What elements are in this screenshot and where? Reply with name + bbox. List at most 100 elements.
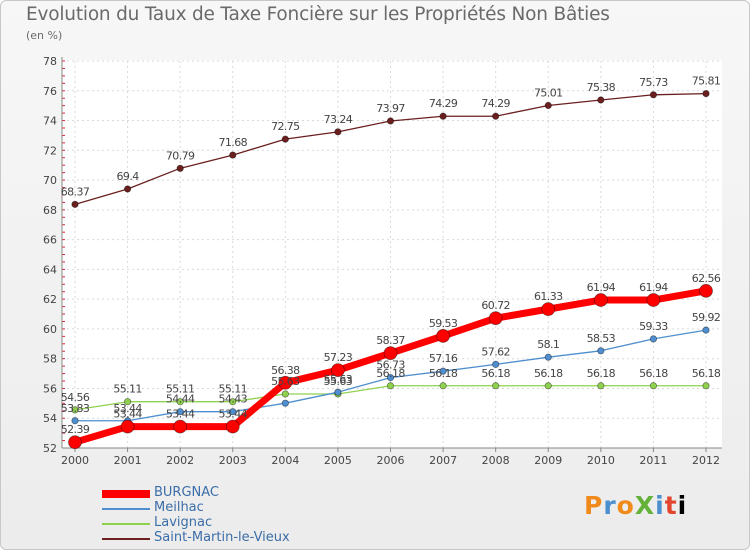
y-tick-label: 56 xyxy=(43,382,57,395)
x-tick-label: 2012 xyxy=(692,454,720,467)
data-label-burgnac: 53.44 xyxy=(113,408,142,421)
point-lavignac xyxy=(71,406,79,414)
data-label-meilhac: 53.44 xyxy=(113,402,142,415)
point-meilhac xyxy=(71,417,79,425)
data-label-meilhac: 58.53 xyxy=(587,332,616,345)
x-tick-label: 2009 xyxy=(534,454,562,467)
data-label-lavignac: 56.18 xyxy=(376,367,405,380)
point-saint-martin-le-vieux xyxy=(176,164,184,172)
legend-item-lavignac: Lavignac xyxy=(102,515,362,531)
data-label-lavignac: 56.18 xyxy=(639,367,668,380)
point-meilhac xyxy=(492,360,500,368)
data-label-lavignac: 55.11 xyxy=(166,383,195,396)
legend-label-burgnac: BURGNAC xyxy=(154,485,220,500)
data-label-saint-martin-le-vieux: 75.38 xyxy=(587,81,616,94)
data-label-saint-martin-le-vieux: 69.4 xyxy=(117,170,140,183)
point-lavignac xyxy=(281,390,289,398)
data-label-burgnac: 57.23 xyxy=(324,351,353,364)
data-label-meilhac: 57.16 xyxy=(429,352,458,365)
data-label-saint-martin-le-vieux: 74.29 xyxy=(429,97,458,110)
point-saint-martin-le-vieux xyxy=(386,117,395,125)
data-label-lavignac: 55.63 xyxy=(324,375,353,388)
chart-title: Evolution du Taux de Taxe Foncière sur l… xyxy=(26,4,610,25)
point-meilhac xyxy=(229,408,237,416)
data-label-meilhac: 56.73 xyxy=(376,359,405,372)
point-lavignac xyxy=(386,382,395,390)
point-burgnac xyxy=(331,363,345,378)
point-lavignac xyxy=(229,398,237,406)
data-label-lavignac: 55.11 xyxy=(113,383,142,396)
point-meilhac xyxy=(597,347,605,355)
legend-item-burgnac: BURGNAC xyxy=(102,485,362,501)
legend-swatch-meilhac xyxy=(102,508,150,510)
y-tick-label: 62 xyxy=(43,293,57,306)
y-tick-label: 70 xyxy=(43,174,57,187)
data-label-meilhac: 53.83 xyxy=(61,402,90,415)
point-lavignac xyxy=(176,398,184,406)
data-label-burgnac: 53.44 xyxy=(219,408,248,421)
logo-letter: r xyxy=(603,491,617,520)
legend-swatch-burgnac xyxy=(102,490,150,498)
point-meilhac xyxy=(176,408,184,416)
y-tick-label: 54 xyxy=(43,412,57,425)
point-saint-martin-le-vieux xyxy=(597,96,605,104)
point-saint-martin-le-vieux xyxy=(702,89,710,98)
x-tick-label: 2000 xyxy=(61,454,89,467)
proxiti-logo: ProXiti xyxy=(584,491,687,520)
data-label-burgnac: 58.37 xyxy=(376,334,405,347)
unit-label: (en %) xyxy=(26,29,63,42)
logo-letter: t xyxy=(664,491,678,520)
data-label-meilhac: 55.63 xyxy=(324,373,353,386)
x-tick-label: 2011 xyxy=(639,454,667,467)
data-label-burgnac: 61.94 xyxy=(639,281,668,294)
x-tick-label: 2005 xyxy=(324,454,352,467)
data-label-burgnac: 61.94 xyxy=(587,281,616,294)
point-saint-martin-le-vieux xyxy=(649,91,658,99)
data-label-meilhac: 57.62 xyxy=(481,345,510,358)
y-tick-label: 66 xyxy=(43,234,57,247)
data-label-lavignac: 56.18 xyxy=(481,367,510,380)
point-meilhac xyxy=(386,373,395,382)
point-burgnac xyxy=(699,283,713,298)
data-label-meilhac: 54.44 xyxy=(166,393,195,406)
x-tick-label: 2007 xyxy=(429,454,457,467)
y-tick-label: 78 xyxy=(43,55,57,68)
point-meilhac xyxy=(334,388,342,396)
data-label-saint-martin-le-vieux: 75.01 xyxy=(534,87,563,100)
point-burgnac xyxy=(646,293,661,307)
y-tick-label: 72 xyxy=(43,144,57,157)
point-saint-martin-le-vieux xyxy=(439,112,447,120)
legend-swatch-saint-martin-le-vieux xyxy=(102,538,150,540)
y-tick-label: 64 xyxy=(43,263,57,276)
point-saint-martin-le-vieux xyxy=(123,185,132,193)
y-tick-label: 58 xyxy=(43,353,57,366)
data-label-saint-martin-le-vieux: 73.24 xyxy=(324,113,353,126)
data-label-burgnac: 59.53 xyxy=(429,317,458,330)
point-burgnac xyxy=(593,293,608,307)
legend-swatch-lavignac xyxy=(102,523,150,525)
logo-letter: P xyxy=(584,491,604,520)
point-lavignac xyxy=(597,382,605,390)
data-label-saint-martin-le-vieux: 73.97 xyxy=(376,102,405,115)
legend-label-lavignac: Lavignac xyxy=(154,515,213,530)
point-burgnac xyxy=(68,435,82,450)
point-burgnac xyxy=(488,311,503,326)
data-label-burgnac: 62.56 xyxy=(692,272,721,285)
logo-letter: o xyxy=(616,491,635,520)
point-meilhac xyxy=(544,353,552,361)
data-label-lavignac: 56.18 xyxy=(587,367,616,380)
data-label-saint-martin-le-vieux: 71.68 xyxy=(219,136,248,149)
data-label-saint-martin-le-vieux: 75.73 xyxy=(639,76,668,89)
y-tick-label: 76 xyxy=(43,85,57,98)
legend-label-saint-martin-le-vieux: Saint-Martin-le-Vieux xyxy=(154,530,290,545)
point-burgnac xyxy=(225,419,240,434)
y-tick-label: 60 xyxy=(43,323,57,336)
point-lavignac xyxy=(544,382,552,390)
data-label-lavignac: 56.18 xyxy=(692,367,721,380)
x-tick-label: 2010 xyxy=(587,454,615,467)
point-meilhac xyxy=(702,326,710,334)
data-label-burgnac: 53.44 xyxy=(166,408,195,421)
data-label-meilhac: 58.1 xyxy=(537,338,559,351)
x-tick-label: 2002 xyxy=(166,454,194,467)
data-label-saint-martin-le-vieux: 72.75 xyxy=(271,120,300,133)
